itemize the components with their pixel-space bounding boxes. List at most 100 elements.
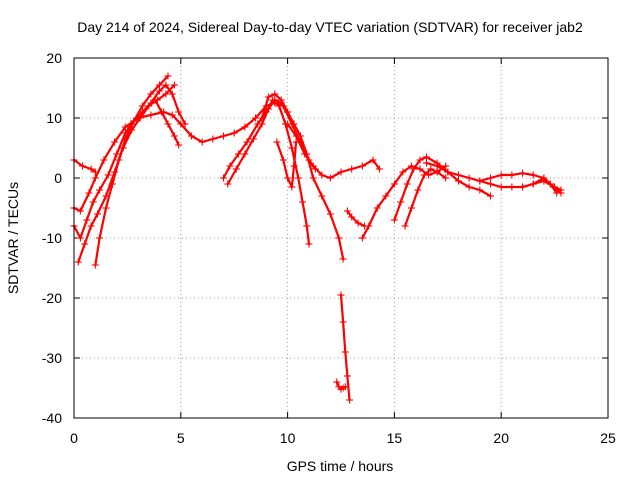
tick-labels: 0 5 10 15 20 25 -40 -30 -20 -10 0 10 20 xyxy=(42,50,616,446)
data-point xyxy=(230,129,238,137)
data-point xyxy=(454,171,462,179)
data-point xyxy=(220,132,228,140)
data-point xyxy=(91,168,99,176)
data-point xyxy=(309,174,317,182)
data-point xyxy=(241,123,249,131)
data-point xyxy=(115,156,123,164)
data-point xyxy=(168,90,176,98)
data-point xyxy=(339,318,347,326)
data-point xyxy=(326,174,334,182)
series-s13 xyxy=(333,378,349,393)
data-point xyxy=(85,189,93,197)
data-point xyxy=(416,156,424,164)
data-point xyxy=(264,93,272,101)
data-point xyxy=(299,198,307,206)
data-point xyxy=(130,117,138,125)
data-point xyxy=(339,255,347,263)
data-point xyxy=(292,132,300,140)
data-point xyxy=(170,81,178,89)
data-point xyxy=(454,177,462,185)
data-point xyxy=(288,144,296,152)
data-point xyxy=(198,138,206,146)
data-point xyxy=(155,87,163,95)
series-s14 xyxy=(343,207,368,230)
data-point xyxy=(442,174,450,182)
series-trace xyxy=(72,158,97,174)
data-point xyxy=(147,111,155,119)
series-s12 xyxy=(337,291,354,404)
data-point xyxy=(397,198,405,206)
data-point xyxy=(476,177,484,185)
data-point xyxy=(476,186,484,194)
data-point xyxy=(546,180,554,188)
data-point xyxy=(390,216,398,224)
x-tick-label: 25 xyxy=(600,430,616,446)
data-point xyxy=(89,198,97,206)
data-point xyxy=(220,174,228,182)
data-point xyxy=(226,162,234,170)
data-point xyxy=(420,171,428,179)
data-point xyxy=(375,165,383,173)
data-point xyxy=(497,183,505,191)
data-point xyxy=(76,234,84,242)
y-tick-label: -40 xyxy=(42,410,62,426)
data-point xyxy=(422,153,430,161)
y-tick-label: -10 xyxy=(42,230,62,246)
data-point xyxy=(358,234,366,242)
data-point xyxy=(74,258,82,266)
data-point xyxy=(284,120,292,128)
data-point xyxy=(303,222,311,230)
grid-lines xyxy=(74,58,608,418)
data-point xyxy=(121,123,129,131)
data-point xyxy=(390,180,398,188)
data-point xyxy=(155,81,163,89)
data-point xyxy=(407,204,415,212)
x-axis-label: GPS time / hours xyxy=(287,458,394,474)
data-point xyxy=(232,165,240,173)
data-point xyxy=(382,192,390,200)
data-point xyxy=(305,240,313,248)
data-point xyxy=(346,396,354,404)
x-tick-label: 10 xyxy=(280,430,296,446)
data-point xyxy=(529,171,537,179)
data-point xyxy=(519,183,527,191)
data-point xyxy=(529,180,537,188)
data-point xyxy=(416,165,424,173)
data-point xyxy=(91,261,99,269)
chart-title: Day 214 of 2024, Sidereal Day-to-day VTE… xyxy=(77,19,583,35)
data-point xyxy=(108,180,116,188)
data-point xyxy=(158,108,166,116)
data-point xyxy=(290,162,298,170)
data-point xyxy=(318,171,326,179)
series-trace xyxy=(346,209,366,228)
data-point xyxy=(365,222,373,230)
data-point xyxy=(277,96,285,104)
data-point xyxy=(79,162,87,170)
data-point xyxy=(91,174,99,182)
series-trace xyxy=(275,140,298,189)
data-point xyxy=(540,174,548,182)
data-point xyxy=(279,156,287,164)
data-point xyxy=(292,138,300,146)
data-point xyxy=(337,291,345,299)
data-point xyxy=(465,183,473,191)
data-point xyxy=(264,105,272,113)
data-point xyxy=(333,378,341,386)
plot-area xyxy=(70,72,565,404)
data-point xyxy=(93,210,101,218)
series-s17 xyxy=(401,165,450,230)
series-s20 xyxy=(519,174,561,197)
data-point xyxy=(271,96,279,104)
data-point xyxy=(113,150,121,158)
x-tick-label: 20 xyxy=(493,430,509,446)
series-s11 xyxy=(273,138,300,191)
data-point xyxy=(76,207,84,215)
y-tick-label: 0 xyxy=(54,170,62,186)
data-point xyxy=(465,174,473,182)
data-point xyxy=(145,102,153,110)
y-tick-label: 10 xyxy=(46,110,62,126)
data-point xyxy=(519,169,527,177)
data-point xyxy=(102,204,110,212)
x-tick-label: 0 xyxy=(70,430,78,446)
